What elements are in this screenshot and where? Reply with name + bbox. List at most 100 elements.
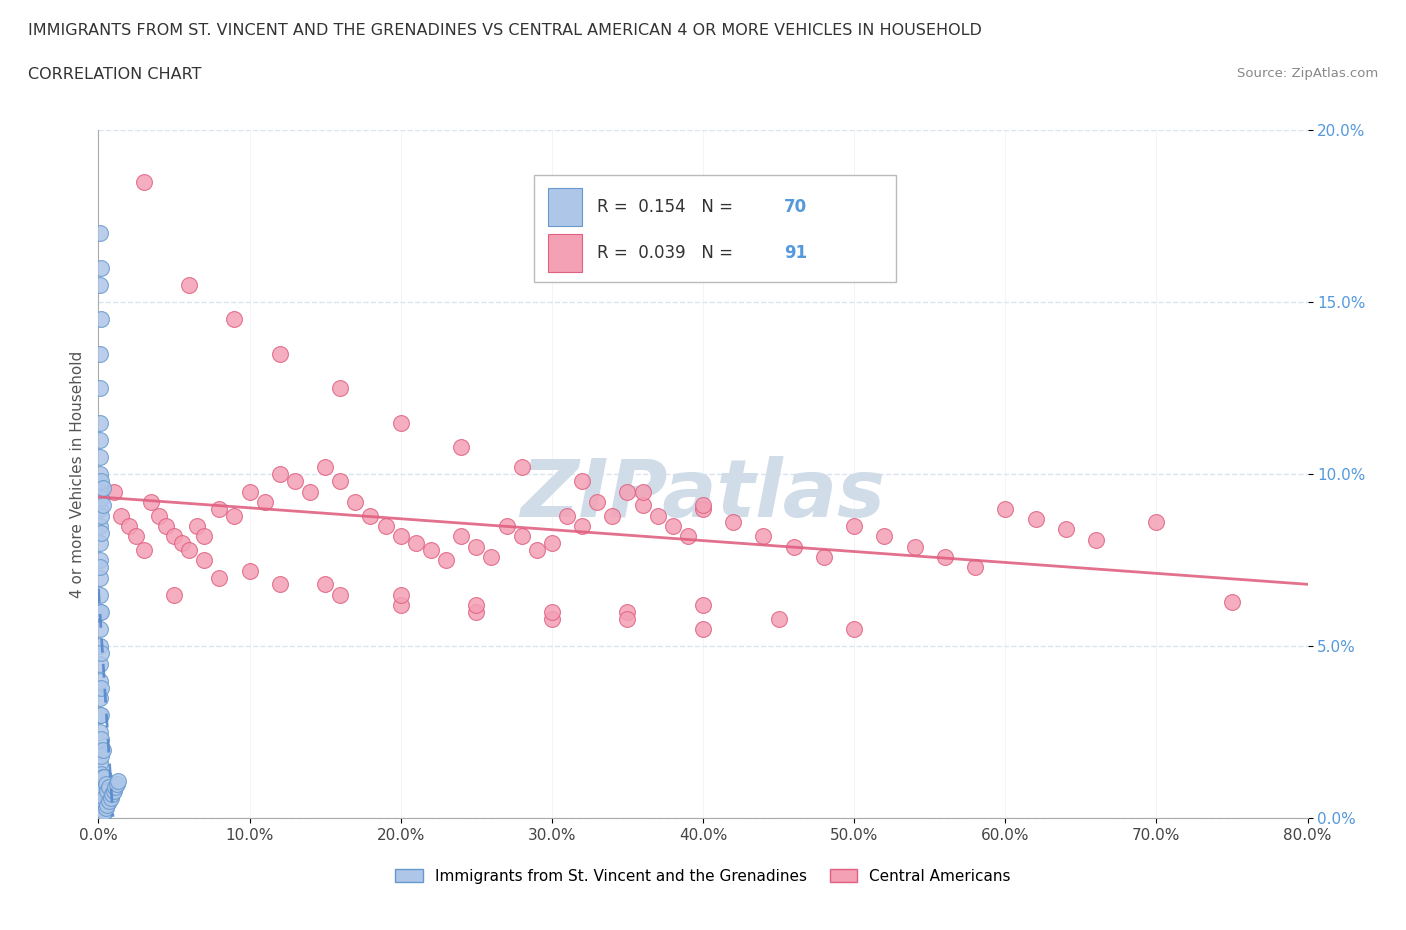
Point: [98, 794, 121, 809]
Point: [586, 495, 609, 510]
Point: [91, 807, 114, 822]
Point: [101, 787, 124, 802]
FancyBboxPatch shape: [534, 175, 897, 282]
Point: [1024, 512, 1046, 526]
Point: [89, 588, 111, 603]
Point: [389, 529, 412, 544]
Point: [170, 536, 193, 551]
Text: CORRELATION CHART: CORRELATION CHART: [28, 67, 201, 82]
Point: [450, 529, 472, 544]
Point: [994, 501, 1017, 516]
Point: [329, 588, 352, 603]
Point: [89, 226, 111, 241]
Point: [224, 508, 246, 523]
Point: [571, 473, 593, 488]
Point: [91, 770, 114, 785]
Point: [89, 501, 111, 516]
Point: [89, 787, 111, 802]
Point: [96, 797, 118, 812]
Point: [616, 485, 638, 499]
Point: [752, 529, 775, 544]
Bar: [548, 189, 582, 226]
Point: [299, 485, 322, 499]
Point: [91, 498, 114, 512]
Point: [90, 604, 112, 619]
Point: [193, 529, 215, 544]
Point: [1054, 522, 1077, 537]
Point: [434, 552, 457, 567]
Point: [269, 577, 291, 591]
Point: [132, 542, 155, 557]
Point: [631, 498, 654, 512]
Bar: [548, 233, 582, 272]
Point: [89, 657, 111, 671]
Point: [89, 742, 111, 757]
Point: [723, 515, 745, 530]
Point: [647, 508, 669, 523]
Point: [89, 807, 111, 822]
Point: [179, 278, 201, 293]
Point: [90, 491, 112, 506]
Point: [934, 550, 956, 565]
Text: IMMIGRANTS FROM ST. VINCENT AND THE GRENADINES VS CENTRAL AMERICAN 4 OR MORE VEH: IMMIGRANTS FROM ST. VINCENT AND THE GREN…: [28, 23, 981, 38]
Point: [105, 777, 128, 791]
Point: [269, 467, 291, 482]
Point: [89, 708, 111, 723]
Y-axis label: 4 or more Vehicles in Household: 4 or more Vehicles in Household: [69, 351, 84, 598]
Point: [965, 560, 987, 575]
Point: [465, 598, 488, 613]
Point: [89, 725, 111, 740]
Point: [125, 529, 148, 544]
Point: [555, 508, 578, 523]
Point: [90, 732, 112, 747]
Text: 91: 91: [785, 244, 807, 261]
Point: [1144, 515, 1167, 530]
Point: [107, 773, 129, 788]
Legend: Immigrants from St. Vincent and the Grenadines, Central Americans: Immigrants from St. Vincent and the Gren…: [389, 863, 1017, 890]
Text: R =  0.154   N =: R = 0.154 N =: [596, 198, 738, 217]
Point: [540, 611, 562, 626]
Point: [465, 604, 488, 619]
Point: [89, 604, 111, 619]
Point: [873, 529, 896, 544]
Point: [904, 539, 927, 554]
Point: [90, 525, 112, 540]
Point: [844, 622, 866, 637]
Point: [329, 381, 352, 396]
Point: [89, 415, 111, 430]
Point: [692, 498, 714, 512]
Point: [1085, 532, 1108, 547]
Point: [481, 550, 503, 565]
Point: [540, 604, 562, 619]
Text: ZIPatlas: ZIPatlas: [520, 456, 886, 534]
Point: [239, 564, 262, 578]
Point: [783, 539, 806, 554]
Point: [89, 777, 111, 791]
Point: [389, 588, 412, 603]
Point: [90, 680, 112, 695]
Point: [269, 347, 291, 362]
Point: [118, 519, 141, 534]
Point: [89, 381, 111, 396]
Point: [94, 801, 117, 816]
Point: [91, 481, 114, 496]
Point: [100, 790, 122, 805]
Point: [389, 415, 412, 430]
Point: [450, 439, 472, 454]
Point: [224, 312, 246, 327]
Point: [89, 673, 111, 688]
Point: [90, 312, 112, 327]
Point: [253, 495, 276, 510]
Point: [89, 570, 111, 585]
Point: [692, 598, 714, 613]
Point: [89, 519, 111, 534]
Point: [179, 542, 201, 557]
Point: [314, 460, 336, 475]
Point: [89, 536, 111, 551]
Point: [89, 485, 111, 499]
Point: [420, 542, 443, 557]
Point: [692, 622, 714, 637]
Point: [90, 260, 112, 275]
Point: [661, 519, 683, 534]
Point: [90, 708, 112, 723]
